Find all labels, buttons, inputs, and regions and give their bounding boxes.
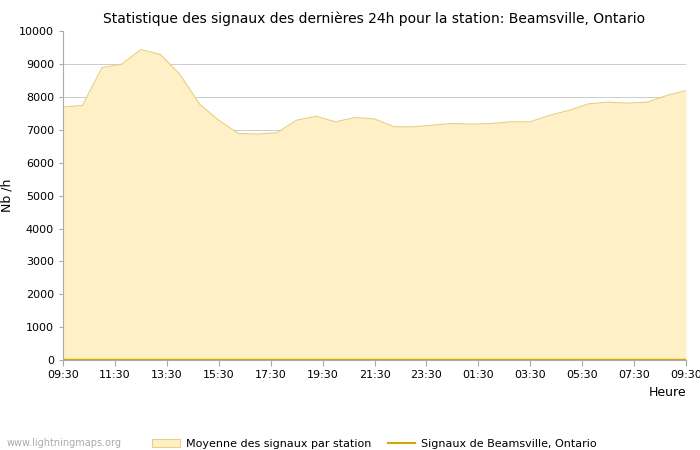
Y-axis label: Nb /h: Nb /h xyxy=(1,179,13,212)
Text: www.lightningmaps.org: www.lightningmaps.org xyxy=(7,438,122,448)
Title: Statistique des signaux des dernières 24h pour la station: Beamsville, Ontario: Statistique des signaux des dernières 24… xyxy=(104,12,645,26)
Legend: Moyenne des signaux par station, Signaux de Beamsville, Ontario: Moyenne des signaux par station, Signaux… xyxy=(148,434,601,450)
X-axis label: Heure: Heure xyxy=(648,386,686,399)
